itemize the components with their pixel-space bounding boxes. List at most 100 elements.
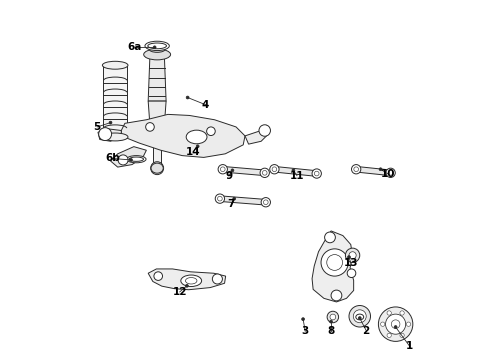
Polygon shape [98,129,122,141]
Polygon shape [153,140,161,164]
Circle shape [327,311,339,323]
Circle shape [351,165,361,174]
Circle shape [400,311,404,315]
Circle shape [386,168,395,177]
Text: 4: 4 [202,100,209,110]
Circle shape [302,318,304,320]
Ellipse shape [129,157,144,161]
Circle shape [387,333,392,337]
Text: 6a: 6a [127,42,142,52]
Circle shape [292,169,295,172]
Polygon shape [245,125,267,144]
Text: 13: 13 [343,258,358,268]
Circle shape [394,325,397,328]
Text: 5: 5 [94,122,101,132]
Circle shape [220,167,225,172]
Polygon shape [111,147,147,167]
Text: 7: 7 [228,199,235,210]
Circle shape [270,165,279,174]
Ellipse shape [126,156,146,163]
Ellipse shape [145,41,170,50]
Circle shape [154,272,163,280]
Circle shape [218,196,222,201]
Circle shape [392,320,400,328]
Circle shape [129,158,132,161]
Circle shape [331,290,342,301]
Circle shape [186,96,189,99]
Circle shape [218,165,227,174]
Circle shape [388,171,393,175]
Circle shape [212,274,222,284]
Circle shape [330,314,336,320]
Circle shape [151,162,164,175]
Circle shape [118,155,128,165]
Polygon shape [222,166,265,176]
Ellipse shape [181,275,201,287]
Circle shape [349,252,356,259]
Text: 2: 2 [363,325,370,336]
Circle shape [358,317,361,319]
Circle shape [315,171,319,176]
Text: 8: 8 [327,326,335,336]
Text: 10: 10 [381,169,396,179]
Circle shape [349,306,370,327]
Circle shape [353,310,366,323]
Circle shape [261,198,270,207]
Circle shape [321,249,348,276]
Ellipse shape [102,133,128,141]
Text: 9: 9 [225,171,232,181]
Circle shape [146,123,154,131]
Circle shape [231,169,234,172]
Text: 1: 1 [406,341,413,351]
Circle shape [324,232,335,243]
Circle shape [345,248,360,262]
Ellipse shape [144,49,171,60]
Circle shape [207,127,215,135]
Circle shape [312,169,321,178]
Circle shape [109,121,112,124]
Polygon shape [356,166,391,176]
Circle shape [153,46,156,49]
Circle shape [327,255,343,270]
Circle shape [378,307,413,341]
Polygon shape [148,101,166,140]
Circle shape [406,322,411,326]
Text: 3: 3 [302,326,309,336]
Circle shape [347,269,356,278]
Circle shape [386,314,406,334]
Polygon shape [312,231,354,302]
Ellipse shape [102,61,128,69]
Circle shape [98,128,112,140]
Ellipse shape [148,43,167,49]
Text: 11: 11 [290,171,304,181]
Circle shape [233,197,236,200]
Circle shape [381,322,385,326]
Circle shape [215,194,224,203]
Circle shape [264,200,268,204]
Ellipse shape [149,46,165,52]
Text: 14: 14 [186,147,200,157]
Polygon shape [122,114,245,157]
Text: 6b: 6b [105,153,120,163]
Circle shape [354,167,359,172]
Polygon shape [148,269,225,290]
Polygon shape [274,166,317,176]
Circle shape [387,311,392,315]
Circle shape [186,284,188,287]
Circle shape [400,333,404,337]
Circle shape [260,168,270,177]
Ellipse shape [186,130,207,144]
Text: 12: 12 [172,287,187,297]
Circle shape [259,125,270,136]
Circle shape [330,320,333,323]
Ellipse shape [151,163,163,173]
Circle shape [379,168,382,171]
Circle shape [196,145,199,148]
Polygon shape [220,196,266,205]
Polygon shape [148,54,166,101]
Circle shape [347,256,350,258]
Ellipse shape [186,278,197,284]
Circle shape [272,167,277,172]
Polygon shape [103,65,127,137]
Ellipse shape [356,314,364,320]
